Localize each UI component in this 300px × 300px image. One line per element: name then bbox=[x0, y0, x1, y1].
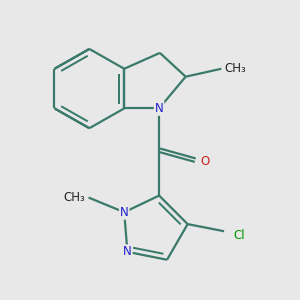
Text: N: N bbox=[155, 102, 164, 115]
Text: N: N bbox=[120, 206, 129, 219]
Text: CH₃: CH₃ bbox=[224, 62, 246, 75]
Text: CH₃: CH₃ bbox=[64, 191, 86, 204]
Text: O: O bbox=[200, 155, 209, 168]
Text: N: N bbox=[123, 245, 132, 258]
Text: Cl: Cl bbox=[233, 229, 245, 242]
